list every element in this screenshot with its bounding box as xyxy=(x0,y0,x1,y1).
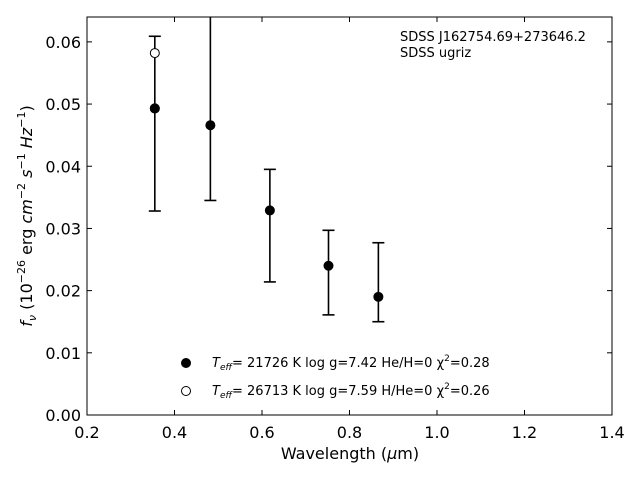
y-tick-label: 0.01 xyxy=(45,344,81,363)
legend-marker-open-circle xyxy=(181,386,191,396)
data-point-model-open xyxy=(149,48,160,59)
y-tick-label: 0.02 xyxy=(45,282,81,301)
y-tick-label: 0.00 xyxy=(45,406,81,425)
y-tick-label: 0.04 xyxy=(45,157,81,176)
y-axis-label: fν (10−26 erg cm−2 s−1 Hz−1) xyxy=(15,105,39,326)
x-tick-label: 1.4 xyxy=(599,423,624,442)
data-point-observed xyxy=(373,291,384,302)
data-points xyxy=(149,48,384,302)
y-tick-label: 0.05 xyxy=(45,95,81,114)
x-tick-label: 0.8 xyxy=(337,423,362,442)
x-axis-label: Wavelength (μm) xyxy=(281,444,419,463)
x-axis-ticks: 0.2 0.4 0.6 0.8 1.0 1.2 1.4 xyxy=(74,17,625,442)
x-tick-label: 1.0 xyxy=(424,423,449,442)
annotation-filters: SDSS ugriz xyxy=(400,46,471,61)
y-tick-label: 0.03 xyxy=(45,219,81,238)
annotation-object-name: SDSS J162754.69+273646.2 xyxy=(400,30,586,45)
x-tick-label: 0.2 xyxy=(74,423,99,442)
x-tick-label: 0.4 xyxy=(162,423,187,442)
error-bars xyxy=(148,17,385,323)
x-tick-label: 0.6 xyxy=(249,423,274,442)
data-point-observed xyxy=(205,120,216,131)
legend: Teff= 21726 K log g=7.42 He/H=0 χ2=0.28 … xyxy=(181,354,490,401)
x-tick-label: 1.2 xyxy=(512,423,537,442)
legend-marker-filled-circle xyxy=(181,358,191,368)
data-point-model-filled xyxy=(149,103,160,114)
legend-entry-2: Teff= 26713 K log g=7.59 H/He=0 χ2=0.26 xyxy=(212,382,490,401)
legend-entry-1: Teff= 21726 K log g=7.42 He/H=0 χ2=0.28 xyxy=(212,354,490,373)
y-tick-label: 0.06 xyxy=(45,33,81,52)
data-point-observed xyxy=(264,205,275,216)
y-axis-ticks: 0.00 0.01 0.02 0.03 0.04 0.05 0.06 xyxy=(45,33,612,425)
data-point-observed xyxy=(323,260,334,271)
